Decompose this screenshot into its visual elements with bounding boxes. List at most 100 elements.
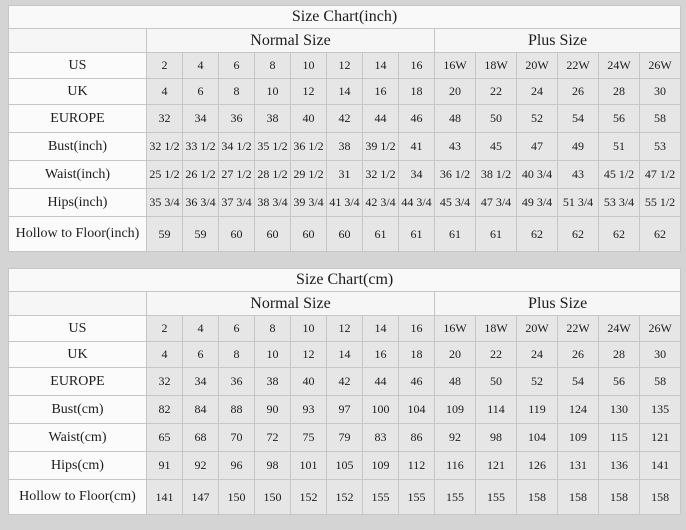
size-value-cell: 4 bbox=[182, 52, 219, 79]
size-value-cell: 30 bbox=[638, 341, 682, 368]
size-value-cell: 32 bbox=[146, 367, 183, 396]
table-row: EUROPE 32 34 36 38 40 42 44 46 48 50 52 54 56 58 bbox=[8, 367, 682, 396]
size-value-cell: 59 bbox=[146, 216, 183, 252]
size-value-cell: 37 3/4 bbox=[218, 188, 255, 217]
size-value-cell: 59 bbox=[182, 216, 219, 252]
row-label: Waist(inch) bbox=[8, 160, 147, 189]
size-chart-inch-table: Size Chart(inch) Normal Size Plus Size U… bbox=[7, 5, 682, 252]
size-value-cell: 14 bbox=[362, 315, 399, 342]
size-value-cell: 45 bbox=[475, 132, 517, 161]
size-value-cell: 101 bbox=[290, 451, 327, 480]
size-value-cell: 33 1/2 bbox=[182, 132, 219, 161]
size-value-cell: 20W bbox=[516, 315, 558, 342]
size-value-cell: 27 1/2 bbox=[218, 160, 255, 189]
size-value-cell: 24W bbox=[598, 52, 640, 79]
size-value-cell: 62 bbox=[557, 216, 599, 252]
size-value-cell: 12 bbox=[326, 315, 363, 342]
size-value-cell: 104 bbox=[398, 395, 435, 424]
size-value-cell: 45 3/4 bbox=[434, 188, 476, 217]
size-value-cell: 105 bbox=[326, 451, 363, 480]
size-value-cell: 36 3/4 bbox=[182, 188, 219, 217]
table-row: Hips(inch) 35 3/4 36 3/4 37 3/4 38 3/4 39 3/4… bbox=[8, 188, 682, 217]
size-value-cell: 26 bbox=[557, 78, 599, 105]
table-row: Hollow to Floor(cm) 141 147 150 150 152 152 155… bbox=[8, 479, 682, 515]
size-value-cell: 61 bbox=[362, 216, 399, 252]
size-value-cell: 14 bbox=[362, 52, 399, 79]
size-value-cell: 36 1/2 bbox=[290, 132, 327, 161]
size-value-cell: 29 1/2 bbox=[290, 160, 327, 189]
size-value-cell: 54 bbox=[557, 104, 599, 133]
size-value-cell: 44 bbox=[362, 104, 399, 133]
size-value-cell: 52 bbox=[516, 104, 558, 133]
size-value-cell: 92 bbox=[182, 451, 219, 480]
size-value-cell: 6 bbox=[182, 78, 219, 105]
size-value-cell: 61 bbox=[475, 216, 517, 252]
size-value-cell: 36 bbox=[218, 367, 255, 396]
size-value-cell: 28 bbox=[598, 78, 640, 105]
size-value-cell: 10 bbox=[254, 341, 291, 368]
size-value-cell: 45 1/2 bbox=[598, 160, 640, 189]
size-value-cell: 42 bbox=[326, 104, 363, 133]
size-value-cell: 65 bbox=[146, 423, 183, 452]
table-row: EUROPE 32 34 36 38 40 42 44 46 48 50 52 54 56 58 bbox=[8, 104, 682, 133]
size-value-cell: 52 bbox=[516, 367, 558, 396]
size-value-cell: 34 1/2 bbox=[218, 132, 255, 161]
size-value-cell: 56 bbox=[598, 367, 640, 396]
size-value-cell: 53 bbox=[638, 132, 682, 161]
size-value-cell: 12 bbox=[290, 341, 327, 368]
size-value-cell: 150 bbox=[218, 479, 255, 515]
size-value-cell: 32 1/2 bbox=[146, 132, 183, 161]
size-value-cell: 22W bbox=[557, 315, 599, 342]
size-value-cell: 46 bbox=[398, 367, 435, 396]
size-value-cell: 114 bbox=[475, 395, 517, 424]
size-value-cell: 60 bbox=[218, 216, 255, 252]
size-value-cell: 16W bbox=[434, 52, 476, 79]
size-value-cell: 54 bbox=[557, 367, 599, 396]
row-label: UK bbox=[8, 341, 147, 368]
size-value-cell: 50 bbox=[475, 104, 517, 133]
size-value-cell: 43 bbox=[434, 132, 476, 161]
size-value-cell: 47 1/2 bbox=[638, 160, 682, 189]
table-row: Bust(cm) 82 84 88 90 93 97 100 104 109 114 119 124 13… bbox=[8, 395, 682, 424]
size-value-cell: 47 3/4 bbox=[475, 188, 517, 217]
size-value-cell: 136 bbox=[598, 451, 640, 480]
size-chart-cm-table: Size Chart(cm) Normal Size Plus Size US 2… bbox=[7, 268, 682, 515]
size-value-cell: 60 bbox=[290, 216, 327, 252]
size-value-cell: 16 bbox=[398, 315, 435, 342]
size-value-cell: 109 bbox=[557, 423, 599, 452]
row-label: Hips(cm) bbox=[8, 451, 147, 480]
size-value-cell: 155 bbox=[434, 479, 476, 515]
row-label: UK bbox=[8, 78, 147, 105]
size-value-cell: 119 bbox=[516, 395, 558, 424]
table-row: US 2 4 6 8 10 12 14 16 16W 18W 20W 22W 24W 26W bbox=[8, 52, 682, 79]
size-value-cell: 34 bbox=[182, 367, 219, 396]
size-value-cell: 26 1/2 bbox=[182, 160, 219, 189]
size-value-cell: 8 bbox=[254, 315, 291, 342]
size-value-cell: 109 bbox=[434, 395, 476, 424]
size-value-cell: 10 bbox=[290, 315, 327, 342]
size-value-cell: 56 bbox=[598, 104, 640, 133]
size-value-cell: 2 bbox=[146, 315, 183, 342]
row-label: Hollow to Floor(inch) bbox=[8, 216, 147, 252]
size-value-cell: 38 1/2 bbox=[475, 160, 517, 189]
normal-size-group-header: Normal Size bbox=[146, 28, 435, 53]
size-value-cell: 30 bbox=[638, 78, 682, 105]
size-value-cell: 10 bbox=[290, 52, 327, 79]
size-value-cell: 39 3/4 bbox=[290, 188, 327, 217]
size-value-cell: 53 3/4 bbox=[598, 188, 640, 217]
row-label: Waist(cm) bbox=[8, 423, 147, 452]
table-row: Waist(inch) 25 1/2 26 1/2 27 1/2 28 1/2 29 1/… bbox=[8, 160, 682, 189]
size-value-cell: 26 bbox=[557, 341, 599, 368]
size-value-cell: 40 bbox=[290, 104, 327, 133]
size-value-cell: 10 bbox=[254, 78, 291, 105]
size-value-cell: 152 bbox=[290, 479, 327, 515]
size-value-cell: 25 1/2 bbox=[146, 160, 183, 189]
size-value-cell: 88 bbox=[218, 395, 255, 424]
table-row: Hollow to Floor(inch) 59 59 60 60 60 60 61 61 61 6… bbox=[8, 216, 682, 252]
size-value-cell: 38 bbox=[326, 132, 363, 161]
table-title-row: Size Chart(cm) bbox=[7, 268, 682, 292]
row-label: Bust(inch) bbox=[8, 132, 147, 161]
normal-size-group-header: Normal Size bbox=[146, 291, 435, 316]
size-value-cell: 6 bbox=[218, 52, 255, 79]
size-value-cell: 82 bbox=[146, 395, 183, 424]
